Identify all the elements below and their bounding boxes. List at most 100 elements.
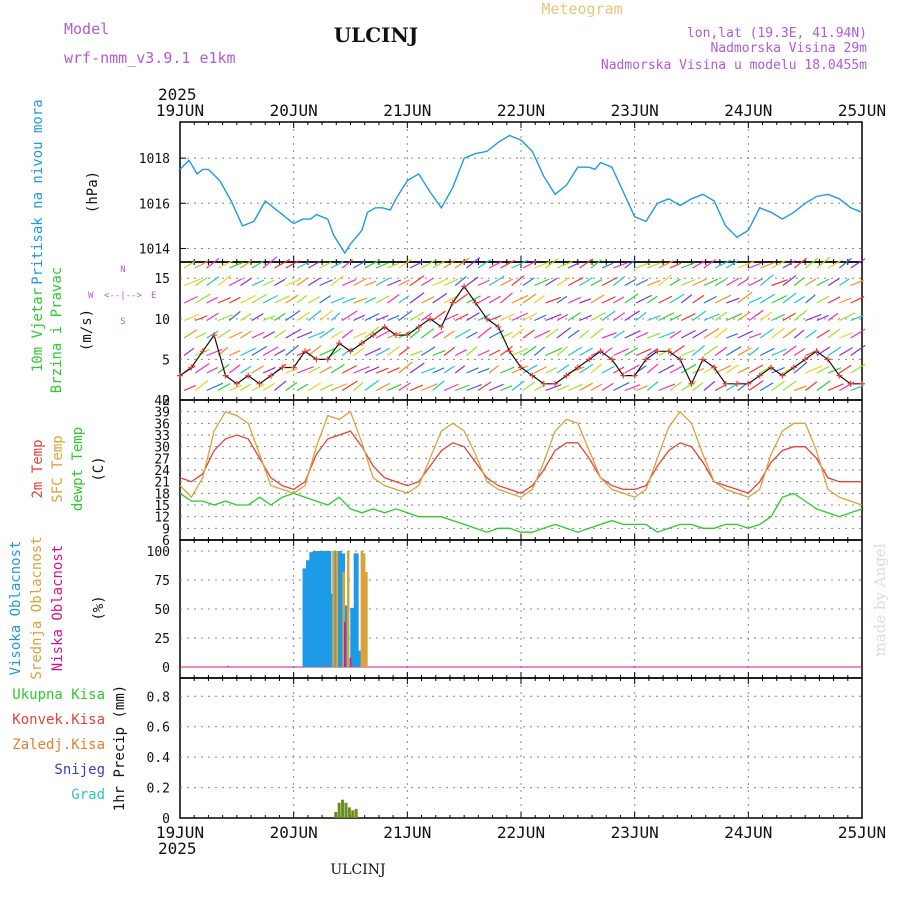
- wind-barb-line: [579, 363, 594, 374]
- wind-point-marker: [643, 356, 650, 363]
- wind-barb-line: [274, 258, 291, 269]
- wind-barb-line: [624, 310, 640, 322]
- wind-barb-line: [364, 280, 377, 287]
- wind-barb-line: [601, 310, 616, 321]
- precip-bar: [334, 811, 338, 818]
- wind-barb-line: [669, 365, 683, 374]
- wind-barb-line: [296, 331, 313, 339]
- wind-barb-line: [443, 365, 455, 374]
- wind-point-marker: [756, 372, 763, 379]
- wind-barb-line: [816, 295, 830, 304]
- wind-barb-line: [534, 366, 547, 374]
- wind-barb-line: [613, 348, 629, 357]
- cloud-bar: [353, 553, 359, 667]
- wind-barb-line: [522, 260, 538, 269]
- wind-barb-line: [647, 262, 661, 269]
- wind-barb-line: [240, 277, 252, 287]
- wind-barb-line: [217, 382, 231, 392]
- precip-legend: Ukupna Kisa Konvek.Kisa Zaledj.Kisa Snijeg G…: [12, 687, 105, 803]
- wind-barb-line: [556, 277, 571, 287]
- wind-barb-line: [217, 296, 231, 304]
- wind-barb-line: [296, 261, 309, 269]
- wind-barb-line: [432, 367, 445, 374]
- wind-barb-line: [680, 313, 696, 322]
- wind-barb-line: [850, 314, 864, 322]
- temp-axis-title-2: SFC Temp: [50, 435, 66, 502]
- wind-barb-line: [432, 349, 446, 357]
- wind-barb-line: [839, 278, 850, 286]
- wind-barb-line: [646, 363, 659, 374]
- wind-barb-line: [341, 279, 357, 287]
- wind-barb-line: [771, 327, 786, 339]
- wind-barb-line: [658, 295, 673, 304]
- wind-barb-line: [206, 258, 220, 269]
- wind-barb-line: [488, 275, 505, 287]
- wind-barb-line: [398, 361, 413, 374]
- wind-barb-line: [534, 330, 551, 339]
- wind-barb-line: [579, 258, 594, 269]
- wind-barb-line: [443, 330, 455, 339]
- y-tick-label: 0.6: [147, 721, 170, 736]
- wind-barb-line: [217, 314, 233, 322]
- wind-point-marker: [563, 372, 570, 379]
- wind-point-marker: [802, 356, 809, 363]
- wind-point-marker: [745, 380, 752, 387]
- pressure-unit: (hPa): [85, 171, 101, 213]
- wind-barb-line: [760, 347, 775, 357]
- wind-barb-line: [760, 261, 776, 269]
- wind-point-marker: [665, 348, 672, 355]
- wind-barb-line: [556, 364, 570, 374]
- cloud-bar: [335, 551, 339, 667]
- wind-barb-line: [228, 296, 241, 304]
- wind-barb-line: [624, 330, 641, 339]
- wind-barb-line: [703, 313, 720, 322]
- wind-barb-line: [647, 332, 661, 339]
- wind-barb-line: [353, 381, 364, 391]
- precip-unit: 1hr Precip (mm): [112, 685, 128, 811]
- cloud-bar: [322, 551, 328, 667]
- wind-barb-line: [816, 278, 830, 287]
- wind-barb-line: [228, 331, 243, 339]
- wind-barb-line: [466, 256, 481, 269]
- wind-barb-line: [658, 347, 673, 357]
- wind-barb-line: [285, 294, 299, 304]
- wind-barb-line: [341, 380, 358, 392]
- wind-barb-line: [251, 293, 268, 304]
- wind-barb-line: [827, 367, 842, 374]
- wind-point-marker: [313, 356, 320, 363]
- temp-axis-title-1: 2m Temp: [30, 439, 46, 498]
- cloud-bar: [342, 571, 345, 667]
- wind-barb-line: [432, 260, 445, 269]
- wind-barb-line: [285, 381, 298, 391]
- wind-point-marker: [177, 372, 183, 379]
- date-label: 24JUN: [724, 101, 772, 120]
- wind-point-marker: [859, 380, 865, 387]
- wind-barb-line: [353, 277, 368, 287]
- wind-barb-line: [567, 296, 582, 304]
- wind-barb-line: [579, 329, 590, 339]
- wind-barb-line: [353, 347, 365, 356]
- y-tick-label: 0: [162, 812, 170, 827]
- wind-barb-line: [703, 295, 717, 304]
- wind-barb-line: [454, 328, 471, 339]
- wind-barb-line: [398, 382, 411, 392]
- wind-barb-line: [771, 279, 788, 287]
- cloud-bar: [312, 551, 318, 667]
- wind-barb-line: [647, 315, 661, 322]
- panel-frame: [179, 539, 863, 679]
- wind-barb-line: [308, 296, 321, 304]
- wind-barb-line: [816, 329, 831, 339]
- cloud-bar: [365, 571, 368, 667]
- wind-barb-line: [409, 311, 425, 322]
- wind-point-marker: [552, 380, 559, 387]
- wind-barb-line: [307, 382, 321, 392]
- wind-barb-line: [454, 293, 469, 304]
- wind-barb-line: [319, 279, 333, 287]
- wind-barb-line: [387, 279, 401, 287]
- wind-point-marker: [597, 348, 604, 355]
- wind-barb-line: [601, 382, 614, 392]
- cloud-bar: [357, 650, 363, 667]
- wind-barb-line: [522, 329, 535, 339]
- wind-barb-line: [195, 332, 207, 339]
- compass-south: S: [120, 317, 125, 327]
